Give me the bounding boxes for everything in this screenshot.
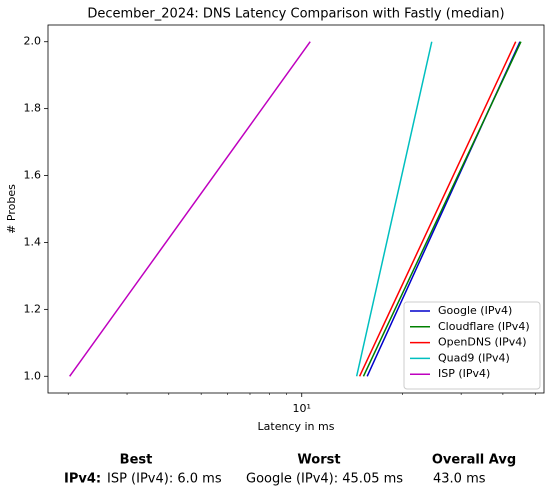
summary-row-label: IPv4: <box>64 472 101 487</box>
y-tick-label: 2.0 <box>24 35 42 48</box>
legend-label: Quad9 (IPv4) <box>438 351 510 364</box>
summary-header: Best <box>120 453 153 468</box>
legend-label: ISP (IPv4) <box>438 367 490 380</box>
chart-title: December_2024: DNS Latency Comparison wi… <box>87 7 504 22</box>
x-tick-label: 10¹ <box>293 402 311 415</box>
x-axis-label: Latency in ms <box>258 420 335 433</box>
y-tick-label: 1.8 <box>24 102 42 115</box>
legend-box <box>403 301 541 390</box>
legend-label: OpenDNS (IPv4) <box>438 336 527 349</box>
series-line <box>358 41 517 377</box>
series-line <box>69 41 311 377</box>
y-tick-label: 1.0 <box>24 369 42 382</box>
legend-label: Cloudflare (IPv4) <box>438 320 530 333</box>
summary-header: Worst <box>297 453 340 468</box>
summary-header: Overall Avg <box>432 453 516 468</box>
y-tick-label: 1.4 <box>24 235 42 248</box>
plot-frame <box>47 24 545 394</box>
legend-label: Google (IPv4) <box>438 304 512 317</box>
series-line <box>362 41 522 377</box>
y-tick-label: 1.2 <box>24 302 42 315</box>
summary-cell: Google (IPv4): 45.05 ms <box>246 472 403 487</box>
summary-cell: 43.0 ms <box>433 472 486 487</box>
summary-cell: ISP (IPv4): 6.0 ms <box>107 472 222 487</box>
y-tick-label: 1.6 <box>24 169 42 182</box>
y-axis-label: # Probes <box>5 184 18 234</box>
series-line <box>355 41 433 377</box>
